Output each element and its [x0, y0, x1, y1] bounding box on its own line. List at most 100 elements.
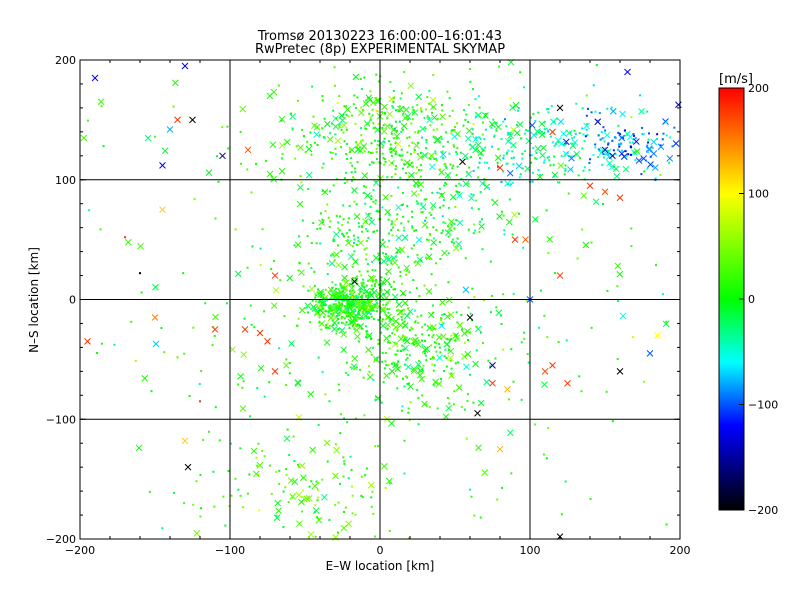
data-point: [379, 162, 382, 165]
data-point: [440, 232, 443, 235]
data-point: [352, 103, 355, 106]
data-point: [351, 512, 354, 515]
y-tick-label: 0: [69, 294, 76, 307]
data-point: [450, 240, 453, 243]
data-point: [473, 296, 476, 299]
data-point: [335, 214, 338, 217]
data-point: [326, 136, 334, 143]
data-point: [436, 128, 439, 131]
data-point: [518, 176, 521, 179]
data-point: [403, 71, 406, 74]
data-point: [153, 135, 156, 138]
data-point: [342, 322, 345, 325]
data-point: [336, 244, 339, 247]
data-point: [440, 193, 443, 196]
data-point: [502, 154, 505, 157]
data-point: [388, 124, 391, 127]
data-point: [484, 112, 487, 115]
data-point: [487, 186, 490, 189]
data-point: [381, 360, 384, 363]
data-point: [230, 494, 233, 497]
data-point: [213, 334, 216, 337]
data-point: [612, 149, 615, 152]
data-point: [405, 269, 408, 272]
data-point: [416, 104, 419, 107]
data-point: [624, 150, 627, 153]
data-point: [356, 146, 359, 149]
data-point: [420, 189, 423, 192]
data-point: [283, 315, 286, 318]
data-point: [470, 193, 473, 196]
data-point: [483, 178, 486, 181]
data-point: [321, 221, 324, 224]
data-point: [361, 226, 364, 229]
data-point: [318, 321, 321, 324]
data-point: [590, 111, 593, 114]
data-point: [368, 301, 371, 304]
data-point: [313, 270, 316, 273]
data-point: [283, 435, 291, 442]
y-tick-label: −100: [46, 413, 76, 426]
data-point: [361, 139, 364, 142]
data-point: [415, 236, 423, 244]
data-point: [354, 417, 357, 420]
data-point: [546, 156, 549, 159]
data-point: [464, 257, 467, 260]
data-point: [420, 202, 423, 205]
data-point: [527, 361, 530, 364]
data-point: [347, 217, 350, 220]
data-point: [597, 119, 600, 122]
data-point: [376, 143, 379, 146]
data-point: [388, 347, 391, 350]
data-point: [285, 358, 288, 361]
data-point: [381, 146, 384, 149]
data-point: [620, 149, 623, 152]
data-point: [402, 106, 410, 114]
data-point: [302, 135, 305, 138]
data-point: [361, 307, 364, 310]
data-point: [338, 291, 341, 294]
data-point: [421, 155, 424, 158]
data-point: [597, 134, 600, 137]
data-point: [298, 235, 301, 238]
data-point: [625, 155, 628, 158]
data-point: [661, 138, 664, 141]
data-point: [468, 194, 475, 202]
data-point: [339, 284, 342, 287]
data-point: [342, 297, 345, 300]
data-point: [575, 153, 578, 156]
data-point: [365, 300, 373, 308]
data-point: [390, 220, 393, 223]
data-point: [470, 207, 473, 210]
data-point: [510, 472, 513, 475]
data-point: [353, 213, 361, 220]
data-point: [379, 287, 382, 290]
data-point: [479, 516, 482, 519]
data-point: [452, 144, 455, 147]
data-point: [657, 143, 665, 151]
data-point: [377, 342, 380, 345]
data-point: [400, 222, 403, 225]
data-point: [150, 390, 153, 393]
data-point: [320, 301, 323, 304]
data-point: [512, 380, 515, 383]
data-point: [343, 280, 346, 283]
data-point: [407, 407, 410, 410]
data-point: [481, 469, 489, 476]
data-point: [244, 146, 252, 154]
data-point: [434, 262, 437, 265]
data-point: [607, 149, 610, 152]
data-point: [407, 411, 410, 414]
data-point: [331, 151, 334, 154]
data-point: [392, 100, 395, 103]
data-point: [360, 88, 363, 91]
data-point: [411, 216, 414, 219]
data-point: [338, 229, 341, 232]
data-point: [365, 239, 368, 242]
data-point: [450, 367, 453, 370]
data-point: [381, 282, 384, 285]
data-point: [338, 389, 341, 392]
data-point: [534, 120, 537, 123]
data-point: [618, 150, 626, 157]
